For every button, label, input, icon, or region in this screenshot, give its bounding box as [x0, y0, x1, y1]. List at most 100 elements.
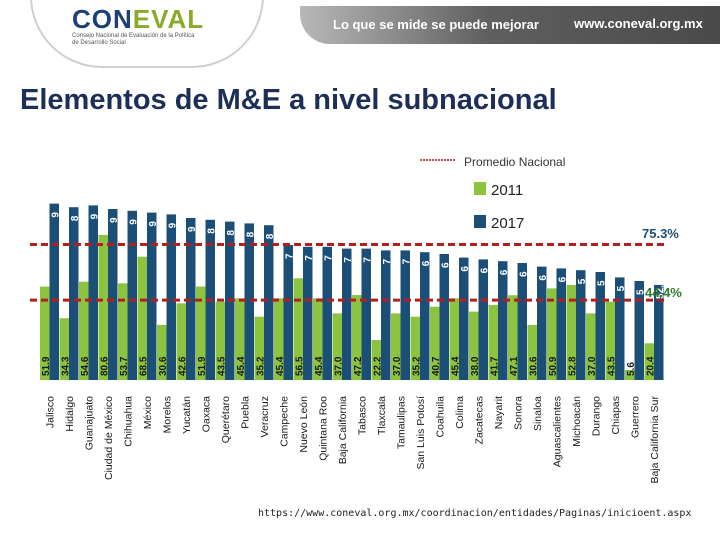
label-2017: 9	[128, 219, 139, 225]
bar-2017	[420, 252, 430, 380]
legend-2011-swatch	[474, 182, 486, 195]
label-2017: 6	[479, 267, 490, 273]
bar-2017	[517, 263, 527, 380]
label-2017: 7	[323, 255, 334, 261]
category-label: Coahuila	[435, 396, 447, 438]
header-band	[300, 6, 720, 44]
bar-2011	[527, 324, 537, 380]
category-label: Guanajuato	[84, 396, 96, 450]
category-label: Nayarit	[493, 396, 505, 429]
label-2017: 9	[187, 226, 198, 232]
category-label: Baja California	[337, 396, 349, 464]
label-2017: 9	[148, 221, 159, 227]
label-2011: 52.8	[567, 356, 578, 376]
bar-2011	[547, 288, 557, 380]
bar-2011	[625, 369, 635, 380]
bar-2011	[410, 316, 420, 380]
label-2017: 7	[284, 253, 295, 259]
category-label: Guerrero	[630, 396, 642, 438]
bar-2017	[576, 270, 586, 380]
label-2011: 56.5	[294, 356, 305, 376]
bar-2011	[157, 324, 167, 380]
label-2011: 30.6	[528, 356, 539, 376]
bar-2011	[352, 295, 362, 380]
category-label: Tabasco	[357, 396, 369, 435]
category-label: Michoacán	[571, 396, 583, 447]
label-2017: 9	[50, 212, 61, 218]
category-label: Quintana Roo	[318, 396, 330, 461]
category-label: San Luis Potosí	[415, 396, 427, 470]
bar-2011	[586, 313, 596, 380]
category-label: Durango	[591, 396, 603, 436]
label-2011: 51.9	[197, 356, 208, 376]
category-label: Zacatecas	[474, 396, 486, 444]
average-label: 44.4%	[645, 285, 682, 300]
label-2011: 45.4	[275, 356, 286, 376]
label-2017: 9	[167, 222, 178, 228]
bar-2017	[634, 281, 644, 380]
label-2011: 50.9	[548, 356, 559, 376]
bar-2017	[166, 214, 176, 380]
label-2011: 54.6	[80, 356, 91, 376]
tagline: Lo que se mide se puede mejorar	[333, 17, 539, 32]
bar-2011	[235, 298, 245, 380]
label-2017: 6	[518, 271, 529, 277]
bar-2011	[644, 343, 654, 380]
bar-2017	[127, 210, 137, 380]
bar-2017	[439, 254, 449, 380]
bar-2017	[264, 225, 274, 380]
coneval-logo[interactable]: CONEVAL	[72, 4, 204, 35]
label-2011: 37.0	[587, 356, 598, 376]
label-2011: 53.7	[119, 356, 130, 376]
category-label: Hidalgo	[64, 396, 76, 432]
bar-2011	[508, 295, 518, 380]
bar-2011	[430, 306, 440, 380]
category-label: Jalisco	[45, 396, 57, 428]
category-label: Colima	[454, 396, 466, 429]
label-2011: 38.0	[470, 356, 481, 376]
label-2011: 47.2	[353, 356, 364, 376]
label-2017: 6	[440, 262, 451, 268]
label-2017: 7	[304, 255, 315, 261]
label-2017: 9	[109, 217, 120, 223]
label-2017: 8	[70, 215, 81, 221]
legend-2011-label: 2011	[491, 182, 523, 199]
bar-2017	[381, 250, 391, 380]
label-2011: 42.6	[177, 356, 188, 376]
label-2011: 37.0	[333, 356, 344, 376]
legend-2017-label: 2017	[491, 215, 524, 232]
label-2017: 7	[401, 258, 412, 264]
label-2017: 52.8	[655, 279, 666, 299]
bar-2017	[283, 245, 293, 380]
category-label: Ciudad de México	[103, 396, 115, 480]
category-label: Nuevo León	[298, 396, 310, 453]
category-label: Baja California Sur	[649, 396, 661, 484]
bar-2011	[293, 278, 303, 380]
bar-2011	[215, 301, 225, 380]
label-2011: 45.4	[236, 356, 247, 376]
label-2011: 30.6	[158, 356, 169, 376]
bar-2011	[274, 298, 284, 380]
category-label: Querétaro	[220, 396, 232, 443]
bar-2017	[322, 246, 332, 380]
category-label: Veracruz	[259, 396, 271, 437]
bar-2017	[69, 207, 79, 380]
bar-2017	[498, 261, 508, 380]
label-2011: 80.6	[99, 356, 110, 376]
label-2017: 5	[616, 285, 627, 291]
bar-2017	[595, 272, 605, 380]
category-label: México	[142, 396, 154, 429]
label-2017: 8	[226, 230, 237, 236]
source-url[interactable]: https://www.coneval.org.mx/coordinacion/…	[258, 508, 692, 519]
bar-2011	[118, 283, 128, 380]
label-2011: 5.6	[626, 362, 637, 376]
bar-2017	[108, 209, 118, 380]
label-2017: 6	[538, 275, 549, 281]
legend-avg-label: Promedio Nacional	[464, 155, 565, 169]
bar-2017	[459, 257, 469, 380]
bar-2011	[137, 256, 147, 380]
bar-2017	[654, 284, 664, 380]
website-link[interactable]: www.coneval.org.mx	[574, 16, 703, 31]
average-label: 75.3%	[642, 226, 679, 241]
